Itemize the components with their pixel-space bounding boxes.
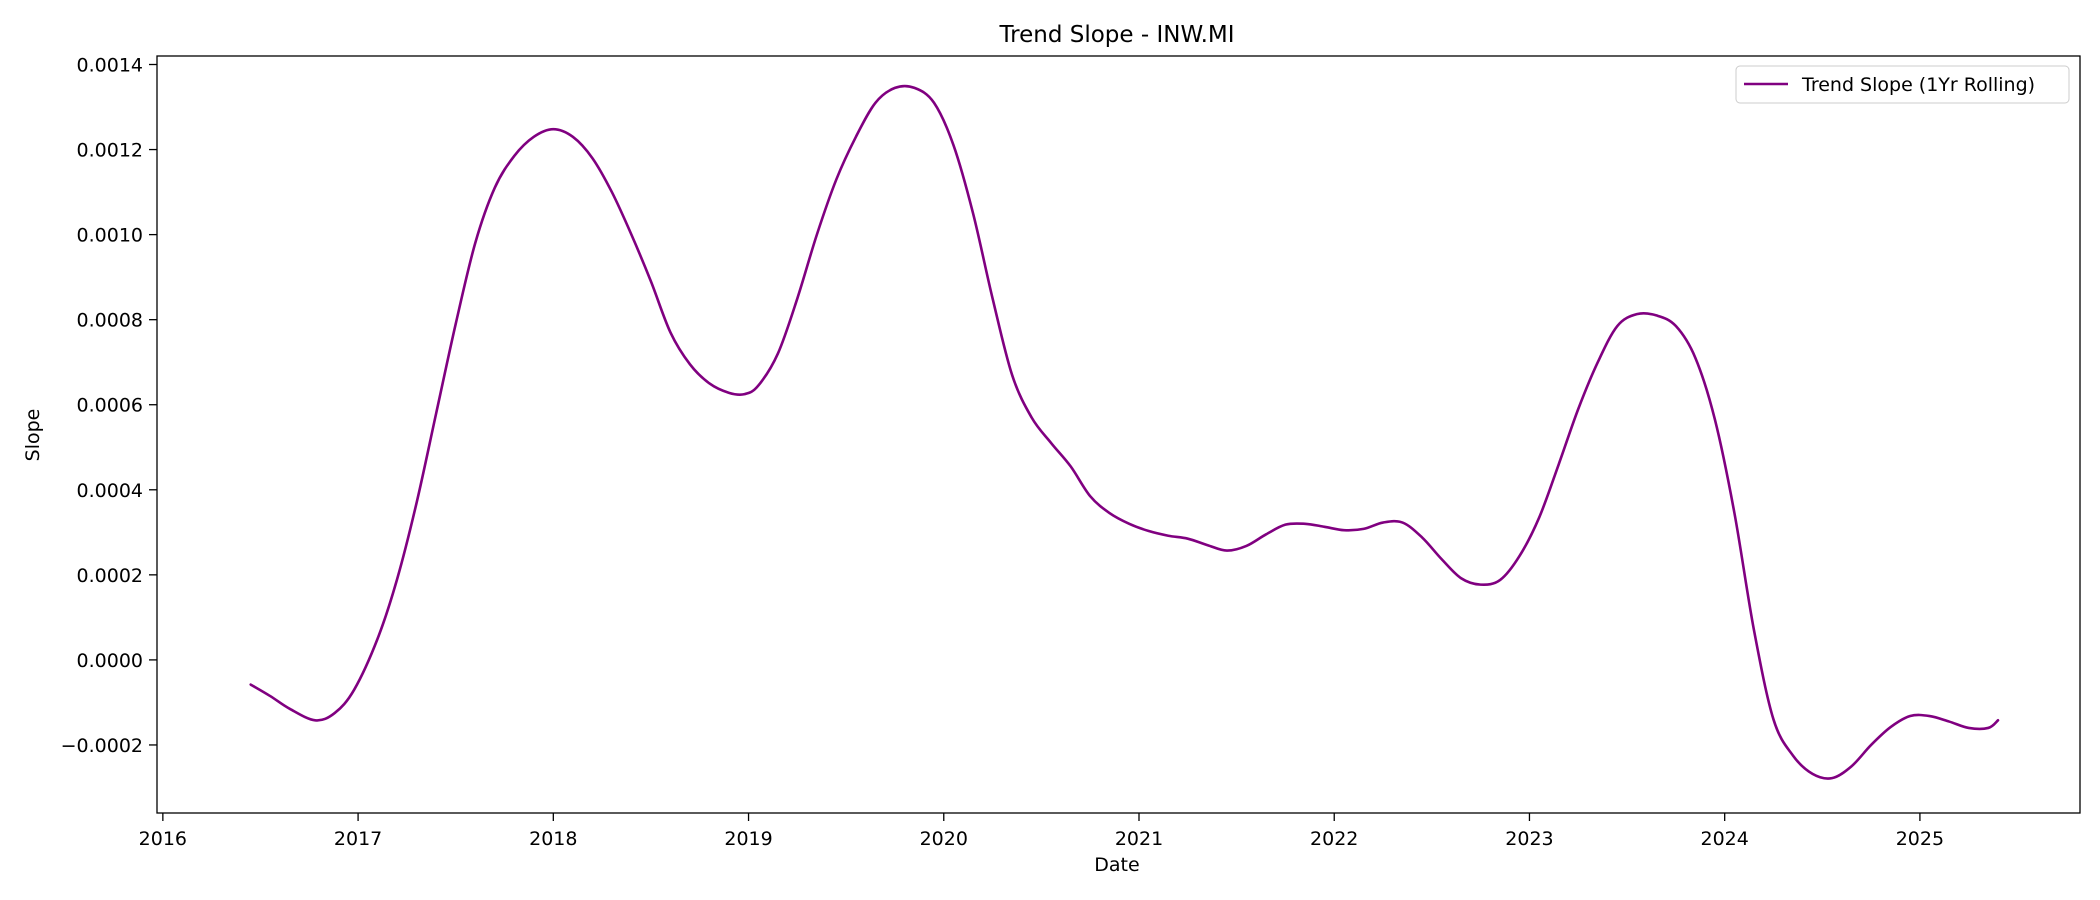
x-tick-label: 2018 xyxy=(529,828,577,850)
y-axis-ticks: −0.0002 0.0000 0.0002 0.0004 0.0006 0.0008 0.0… xyxy=(61,55,157,757)
chart-title: Trend Slope - INW.MI xyxy=(998,22,1234,48)
x-tick-label: 2017 xyxy=(334,828,382,850)
y-tick-label: 0.0000 xyxy=(77,650,143,672)
y-tick-label: 0.0006 xyxy=(77,395,143,417)
x-tick-label: 2021 xyxy=(1115,828,1163,850)
y-tick-label: −0.0002 xyxy=(61,735,143,757)
legend: Trend Slope (1Yr Rolling) xyxy=(1735,65,2070,104)
plot-area-frame xyxy=(156,55,2081,814)
x-tick-label: 2023 xyxy=(1505,828,1553,850)
y-tick-label: 0.0004 xyxy=(77,480,143,502)
y-axis-title: Slope xyxy=(22,409,44,462)
y-tick-label: 0.0014 xyxy=(77,55,143,77)
y-tick-label: 0.0010 xyxy=(77,225,143,247)
legend-label-trend-slope: Trend Slope (1Yr Rolling) xyxy=(1801,74,2035,96)
legend-box xyxy=(1735,65,2070,104)
y-tick-label: 0.0012 xyxy=(77,140,143,162)
y-tick-label: 0.0002 xyxy=(77,565,143,587)
x-tick-label: 2022 xyxy=(1310,828,1358,850)
x-tick-label: 2016 xyxy=(139,828,187,850)
x-tick-label: 2019 xyxy=(724,828,772,850)
x-tick-label: 2024 xyxy=(1701,828,1749,850)
x-axis-title: Date xyxy=(1094,854,1139,876)
y-tick-label: 0.0008 xyxy=(77,310,143,332)
x-tick-label: 2020 xyxy=(920,828,968,850)
series-line-trend-slope xyxy=(249,84,2000,780)
x-tick-label: 2025 xyxy=(1896,828,1944,850)
x-axis-ticks: 2016 2017 2018 2019 2020 2021 2022 2023 2024 2025 xyxy=(139,813,1944,850)
